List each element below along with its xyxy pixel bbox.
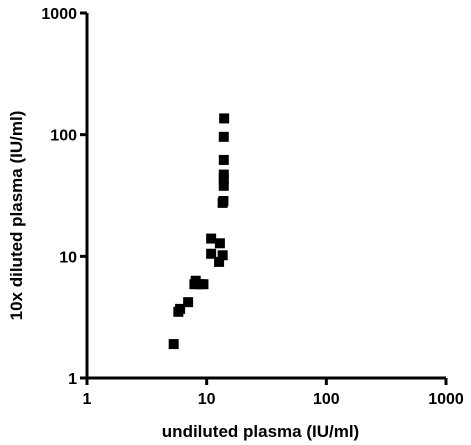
y-tick-label: 1 bbox=[68, 371, 77, 388]
data-point bbox=[168, 339, 179, 350]
x-tick-label: 1000 bbox=[428, 391, 464, 408]
x-tick-label: 10 bbox=[198, 391, 216, 408]
data-point bbox=[219, 113, 230, 124]
y-axis-title: 10x diluted plasma (IU/ml) bbox=[7, 111, 26, 321]
data-point bbox=[214, 238, 225, 249]
y-tick-label: 10 bbox=[59, 249, 77, 266]
data-point bbox=[218, 180, 229, 191]
data-point bbox=[214, 256, 225, 267]
data-point bbox=[198, 279, 209, 290]
x-tick-label: 100 bbox=[313, 391, 340, 408]
data-point bbox=[218, 131, 229, 142]
x-axis-ticks: 1 10 100 1000 bbox=[83, 378, 464, 408]
data-point bbox=[218, 169, 229, 180]
x-axis-title: undiluted plasma (IU/ml) bbox=[162, 422, 359, 441]
y-tick-label: 1000 bbox=[41, 6, 77, 23]
data-point bbox=[206, 233, 217, 244]
data-point bbox=[206, 248, 217, 259]
data-point bbox=[218, 154, 229, 165]
y-axis-ticks: 1 10 100 1000 bbox=[41, 6, 87, 388]
data-point bbox=[183, 297, 194, 308]
y-tick-label: 100 bbox=[50, 128, 77, 145]
data-point bbox=[218, 195, 229, 206]
x-tick-label: 1 bbox=[83, 391, 92, 408]
data-point bbox=[175, 303, 186, 314]
data-point bbox=[217, 250, 228, 261]
data-points bbox=[168, 113, 230, 350]
